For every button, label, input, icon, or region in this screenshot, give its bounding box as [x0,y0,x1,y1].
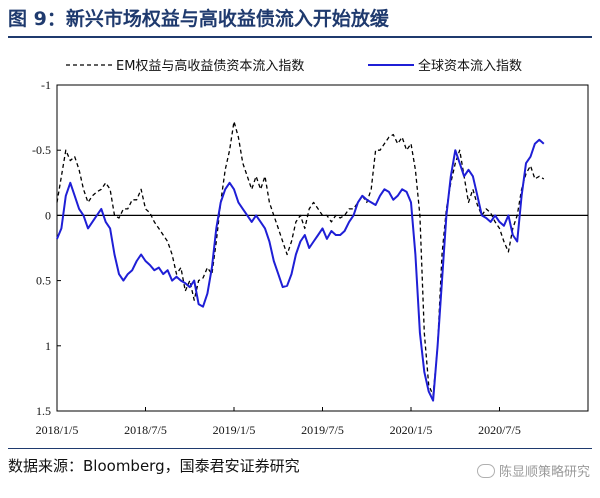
series-line-global-capital-inflow [56,138,545,402]
data-source-note: 数据来源：Bloomberg，国泰君安证券研究 [8,457,300,475]
y-tick-label: -1 [41,78,51,92]
chart-plot-area [56,120,545,402]
x-tick-label: 2020/7/5 [478,423,521,437]
title-rule [8,36,592,38]
x-tick-label: 2018/1/5 [36,423,79,437]
x-tick-label: 2019/7/5 [301,423,344,437]
x-tick-label: 2018/7/5 [124,423,167,437]
y-tick-label: 0 [45,208,51,222]
legend-label: 全球资本流入指数 [418,58,522,74]
chart-axes: -1 -0.5 0 0.5 1 1.5 2018/1/5 2018/7/5 2019/1/5 20… [32,78,589,437]
legend-label: EM权益与高收益债资本流入指数 [116,58,304,74]
y-tick-label: -0.5 [32,143,51,157]
y-tick-label: 1.5 [36,404,51,418]
plot-frame [56,84,589,412]
chart-legend: EM权益与高收益债资本流入指数 全球资本流入指数 [66,58,522,74]
series-line-em-equity-hy-inflow [56,120,545,397]
watermark: 陈显顺策略研究 [476,461,590,480]
y-tick-label: 1 [45,339,51,353]
figure-title: 图 9：新兴市场权益与高收益债流入开始放缓 [8,8,389,30]
wechat-icon [476,463,495,478]
y-tick-label: 0.5 [36,274,51,288]
line-chart: EM权益与高收益债资本流入指数 全球资本流入指数 -1 -0.5 0 0.5 1 1.5 20… [32,58,589,437]
footer-rule [8,448,592,449]
x-tick-label: 2020/1/5 [390,423,433,437]
x-tick-label: 2019/1/5 [213,423,256,437]
watermark-text: 陈显顺策略研究 [498,465,590,480]
